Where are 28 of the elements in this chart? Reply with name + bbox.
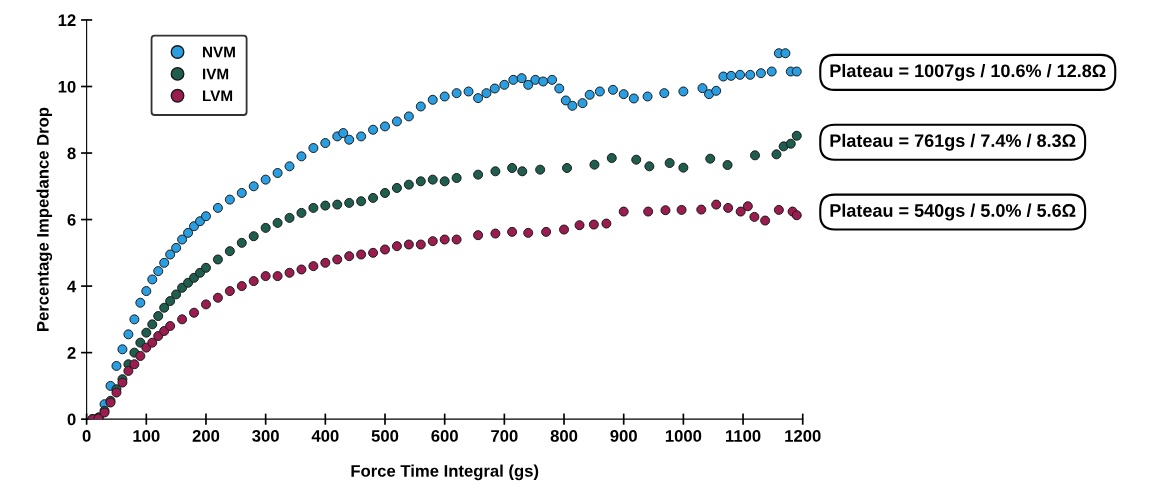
x-tick-label: 400 <box>311 430 339 442</box>
y-tick-label: 8 <box>67 147 76 160</box>
y-tick-label: 12 <box>58 14 76 26</box>
x-tick-label: 800 <box>550 430 578 442</box>
x-tick-label: 1000 <box>665 430 702 442</box>
y-tick-label: 10 <box>58 80 76 93</box>
y-tick-label: 0 <box>67 413 76 426</box>
x-tick-label: 200 <box>192 430 220 442</box>
y-axis-title: Percentage Impedance Drop <box>36 107 53 331</box>
x-tick-label: 1200 <box>785 430 821 442</box>
x-tick-label: 900 <box>610 430 637 442</box>
x-tick-label: 700 <box>491 430 518 442</box>
y-tick-label: 6 <box>67 213 76 226</box>
x-tick-label: 300 <box>252 430 279 442</box>
x-axis-title: Force Time Integral (gs) <box>351 464 539 481</box>
legend-label: LVM <box>202 90 233 102</box>
x-tick-label: 0 <box>82 430 91 442</box>
x-tick-label: 500 <box>371 430 399 442</box>
text: Plateau = 540gs / 5.0% / 5.6Ω <box>830 203 1076 221</box>
y-tick-label: 4 <box>67 280 77 293</box>
legend-label: NVM <box>202 46 235 58</box>
text: Plateau = 1007gs / 10.6% / 12.8Ω <box>830 63 1106 81</box>
x-tick-label: 100 <box>133 430 160 442</box>
legend-label: IVM <box>202 68 229 80</box>
y-tick-label: 2 <box>67 347 76 359</box>
x-tick-label: 600 <box>431 430 458 442</box>
x-tick-label: 1100 <box>726 430 761 442</box>
text: Plateau = 761gs / 7.4% / 8.3Ω <box>830 133 1076 151</box>
